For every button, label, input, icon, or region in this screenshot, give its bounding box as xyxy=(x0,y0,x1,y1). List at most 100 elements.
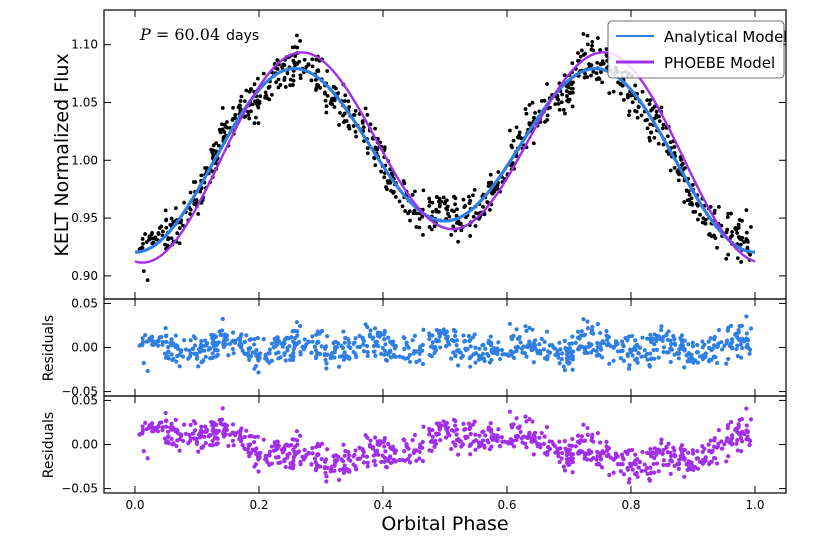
phoebe-residual-point xyxy=(645,471,650,477)
data-point xyxy=(661,122,666,127)
analytical-residual-point xyxy=(594,353,599,358)
analytical-residual-point xyxy=(668,359,673,365)
phoebe-residual-point xyxy=(221,434,227,439)
analytical-residual-point xyxy=(744,331,749,336)
analytical-residual-point xyxy=(199,338,204,344)
data-point xyxy=(225,120,229,124)
analytical-residual-point xyxy=(508,349,513,354)
data-point xyxy=(410,193,415,197)
data-point xyxy=(634,109,639,114)
analytical-residual-point xyxy=(561,364,566,369)
phoebe-residual-point xyxy=(476,440,481,445)
analytical-residual-point xyxy=(627,363,632,368)
analytical-residual-point xyxy=(648,356,653,362)
data-point xyxy=(652,135,657,140)
phoebe-residual-point xyxy=(210,438,215,443)
phoebe-residual-point xyxy=(530,419,535,424)
data-point xyxy=(222,130,227,134)
phoebe-residual-point xyxy=(468,452,473,457)
analytical-residual-point xyxy=(481,342,486,347)
data-point xyxy=(443,199,448,204)
phoebe-residual-point xyxy=(430,434,435,439)
phoebe-residual-point xyxy=(453,443,458,448)
analytical-residual-point xyxy=(269,341,275,346)
data-point xyxy=(545,118,550,122)
phoebe-residual-point xyxy=(156,423,161,429)
data-point xyxy=(730,230,734,234)
phoebe-residual-point xyxy=(748,417,754,422)
analytical-residual-point xyxy=(499,347,504,353)
analytical-residual-point xyxy=(374,343,379,348)
data-point xyxy=(216,143,221,148)
data-point xyxy=(604,47,609,52)
phoebe-residual-point xyxy=(267,462,272,467)
phoebe-residual-point xyxy=(258,450,263,456)
analytical-residual-point xyxy=(421,327,426,332)
analytical-residual-point xyxy=(476,353,481,358)
phoebe-residual-point xyxy=(302,447,307,453)
data-point xyxy=(147,235,152,240)
analytical-residual-point xyxy=(177,364,182,369)
phoebe-residual-point xyxy=(652,470,657,475)
phoebe-residual-point xyxy=(744,437,749,442)
data-point xyxy=(249,109,253,114)
phoebe-residual-point xyxy=(445,425,450,430)
phoebe-residual-point xyxy=(581,422,586,427)
phoebe-residual-point xyxy=(313,460,318,465)
analytical-residual-point xyxy=(248,337,253,342)
analytical-residual-point xyxy=(533,346,538,351)
analytical-residual-point xyxy=(443,344,449,349)
data-point xyxy=(269,92,274,97)
data-point xyxy=(587,62,591,66)
phoebe-residual-point xyxy=(689,460,694,465)
phoebe-residual-point xyxy=(324,474,329,479)
analytical-residual-point xyxy=(386,335,391,340)
legend-label-phoebe: PHOEBE Model xyxy=(664,54,775,72)
analytical-residual-point xyxy=(418,344,423,349)
data-point xyxy=(744,208,749,213)
phoebe-residual-point xyxy=(438,438,443,443)
phoebe-residual-point xyxy=(367,444,372,449)
data-point xyxy=(140,237,145,241)
data-point xyxy=(267,84,272,89)
analytical-residual-point xyxy=(563,346,568,351)
analytical-residual-point xyxy=(654,338,659,344)
analytical-residual-point xyxy=(686,342,691,347)
analytical-residual-point xyxy=(288,357,293,363)
data-point xyxy=(261,71,266,76)
phoebe-residual-point xyxy=(621,472,627,477)
phoebe-residual-point xyxy=(192,428,198,433)
data-point xyxy=(586,42,590,47)
analytical-residual-point xyxy=(410,338,415,343)
analytical-residual-point xyxy=(589,327,595,332)
data-point xyxy=(343,93,348,98)
analytical-residual-point xyxy=(531,340,537,345)
data-point xyxy=(220,122,224,127)
data-point xyxy=(745,239,750,244)
data-point xyxy=(233,116,237,120)
phoebe-residual-point xyxy=(711,455,717,461)
phoebe-residual-point xyxy=(523,414,528,419)
phoebe-residual-point xyxy=(608,455,613,460)
phoebe-residual-point xyxy=(585,457,590,462)
phoebe-residual-point xyxy=(513,434,518,439)
data-point xyxy=(563,111,567,116)
phoebe-residual-point xyxy=(559,456,564,461)
phoebe-residual-point xyxy=(555,446,560,451)
phoebe-residual-point xyxy=(250,447,255,452)
analytical-residual-point xyxy=(250,350,255,355)
phoebe-residual-point xyxy=(231,443,236,448)
data-point xyxy=(635,115,640,120)
x-tick-label: 0.8 xyxy=(621,498,640,512)
analytical-residual-point xyxy=(600,340,605,346)
analytical-residual-point xyxy=(219,328,225,333)
analytical-residual-point xyxy=(252,337,257,342)
analytical-residual-point xyxy=(464,346,469,351)
data-point xyxy=(156,231,161,235)
phoebe-residual-point xyxy=(405,456,411,462)
analytical-residual-point xyxy=(203,354,208,360)
analytical-residual-point xyxy=(258,351,263,356)
data-point xyxy=(177,226,182,230)
phoebe-residual-point xyxy=(220,406,225,411)
analytical-residual-point xyxy=(706,359,712,364)
